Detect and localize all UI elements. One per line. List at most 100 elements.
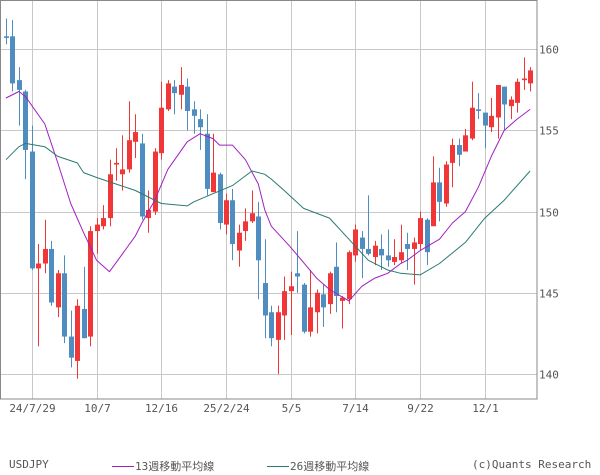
candle-body	[502, 86, 507, 105]
candle-body	[250, 213, 255, 222]
candle-body	[88, 231, 93, 337]
candle-body	[366, 248, 371, 254]
candle-body	[114, 162, 119, 165]
grid	[1, 0, 537, 399]
candle-body	[522, 78, 527, 81]
x-tick-label: 10/7	[84, 402, 111, 415]
candle-body	[444, 164, 449, 204]
x-tick-label: 24/7/29	[9, 402, 55, 415]
copyright-text: (c)Quants Research	[472, 458, 592, 471]
candle-body	[30, 151, 35, 269]
candle-body	[476, 109, 481, 111]
legend-item-ma13: 13週移動平均線	[112, 458, 214, 474]
y-tick-label: 160	[539, 44, 559, 57]
candle-body	[360, 237, 365, 249]
x-tick-label: 9/22	[407, 402, 434, 415]
x-tick-label: 12/16	[145, 402, 178, 415]
candle-body	[179, 85, 184, 95]
candle-body	[418, 218, 423, 245]
ma13-line	[5, 91, 531, 302]
candle-body	[256, 216, 261, 261]
candle-body	[17, 80, 22, 90]
candle-body	[450, 145, 455, 163]
candle-body	[347, 252, 352, 300]
candle-body	[36, 263, 41, 269]
candle-body	[289, 286, 294, 292]
symbol-label: USDJPY	[9, 458, 49, 471]
candle-body	[198, 119, 203, 128]
candle-body	[379, 248, 384, 256]
x-tick-label: 5/5	[282, 402, 302, 415]
candle-body	[185, 86, 190, 111]
candle-body	[101, 218, 106, 227]
legend-item-ma26: 26週移動平均線	[267, 458, 369, 474]
legend-label-ma26: 26週移動平均線	[290, 460, 370, 473]
y-axis-ticks: 140 145 150 155 160	[539, 44, 559, 382]
candle-body	[69, 336, 74, 358]
candle-body	[269, 312, 274, 339]
candle-body	[243, 221, 248, 232]
candle-body	[528, 70, 533, 84]
candle-body	[237, 232, 242, 251]
candle-body	[230, 200, 235, 245]
candle-body	[140, 143, 145, 217]
candle-body	[425, 219, 430, 253]
candle-body	[192, 109, 197, 116]
x-tick-label: 25/2/24	[203, 402, 250, 415]
x-tick-label: 12/1	[472, 402, 499, 415]
candle-body	[437, 182, 442, 202]
candle-body	[315, 292, 320, 313]
candle-body	[263, 283, 268, 316]
y-tick-label: 150	[539, 207, 559, 220]
candle-body	[95, 224, 100, 232]
candle-body	[483, 112, 488, 126]
ma26-swatch	[267, 465, 289, 467]
y-tick-label: 140	[539, 369, 559, 382]
x-tick-label: 7/14	[342, 402, 369, 415]
moving-averages	[5, 91, 531, 302]
candle-body	[10, 36, 15, 84]
candle-body	[120, 169, 125, 175]
candle-body	[56, 273, 61, 308]
ma13-swatch	[112, 465, 134, 467]
candle-body	[308, 307, 313, 332]
candle-body	[276, 312, 281, 340]
candle-body	[75, 305, 80, 361]
candle-body	[282, 291, 287, 316]
candle-body	[334, 266, 339, 296]
x-axis-ticks: 24/7/29 10/7 12/16 25/2/24 5/5 7/14 9/22 12/1	[9, 402, 498, 415]
candle-body	[153, 151, 158, 212]
y-tick-label: 155	[539, 125, 559, 138]
candle-body	[205, 133, 210, 189]
candle-body	[470, 107, 475, 139]
candle-body	[463, 135, 468, 152]
candle-body	[62, 273, 67, 337]
candle-body	[127, 140, 132, 170]
candle-body	[405, 244, 410, 249]
candle-body	[295, 273, 300, 277]
ma26-line	[5, 142, 531, 276]
candle-body	[146, 209, 151, 219]
candle-body	[211, 172, 216, 193]
legend-label-ma13: 13週移動平均線	[135, 460, 215, 473]
plot-border	[0, 0, 538, 400]
candle-body	[399, 252, 404, 261]
y-tick-label: 145	[539, 288, 559, 301]
candle-body	[321, 294, 326, 308]
candle-body	[172, 86, 177, 94]
candle-body	[386, 255, 391, 261]
candle-body	[49, 248, 54, 303]
candle-body	[340, 297, 345, 301]
candle-body	[515, 81, 520, 103]
candle-body	[328, 273, 333, 305]
candle-body	[392, 257, 397, 262]
candle-body	[353, 229, 358, 256]
candle-body	[218, 174, 223, 223]
candle-body	[82, 308, 87, 339]
candle-body	[166, 83, 171, 110]
candle-body	[43, 248, 48, 264]
candle-body	[159, 107, 164, 154]
candle-body	[4, 36, 9, 38]
candle-body	[23, 91, 28, 150]
